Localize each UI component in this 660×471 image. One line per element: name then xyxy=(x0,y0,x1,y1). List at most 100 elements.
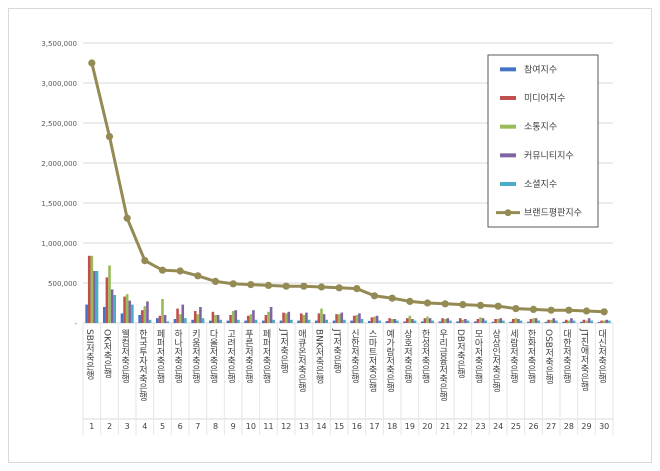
bar-소셜지수 xyxy=(519,320,523,323)
bar-커뮤니티지수 xyxy=(128,300,132,323)
x-category-label: 상호저축은행 xyxy=(402,329,412,383)
bar-소통지수 xyxy=(514,318,518,323)
bar-미디어지수 xyxy=(564,319,568,323)
x-rank-label: 5 xyxy=(160,422,165,431)
x-category-label: 페퍼저축은행 xyxy=(155,329,165,383)
bar-참여지수 xyxy=(456,321,459,323)
x-rank-label: 24 xyxy=(493,422,503,431)
x-rank-label: 29 xyxy=(581,422,591,431)
bar-소통지수 xyxy=(390,319,394,323)
bar-참여지수 xyxy=(438,321,442,323)
bar-소셜지수 xyxy=(166,321,169,323)
y-tick-label: 1,500,000 xyxy=(41,200,77,208)
point-브랜드평판지수 xyxy=(229,280,237,288)
bar-참여지수 xyxy=(85,304,88,323)
x-rank-label: 23 xyxy=(475,422,485,431)
legend-swatch-참여지수 xyxy=(500,67,516,72)
chart-frame: - 500,000 1,000,000 1,500,000 2,000,000 2,500… xyxy=(8,8,652,463)
bar-소통지수 xyxy=(426,316,429,323)
bar-소셜지수 xyxy=(290,319,293,323)
x-rank-label: 8 xyxy=(213,422,218,431)
bar-커뮤니티지수 xyxy=(358,313,361,323)
x-rank-label: 6 xyxy=(178,422,183,431)
legend-swatch-미디어지수 xyxy=(500,96,516,100)
bar-참여지수 xyxy=(156,318,159,323)
x-category-label: 예가람저축은행 xyxy=(384,329,394,392)
bar-미디어지수 xyxy=(582,319,586,323)
bar-미디어지수 xyxy=(87,255,91,323)
x-rank-label: 17 xyxy=(369,422,379,431)
bar-소셜지수 xyxy=(343,319,346,323)
bar-소통지수 xyxy=(479,317,482,323)
bar-소셜지수 xyxy=(219,319,222,323)
bar-미디어지수 xyxy=(441,318,444,323)
legend-label: 미디어지수 xyxy=(524,93,565,104)
bar-미디어지수 xyxy=(494,319,497,323)
y-tick-label: 3,500,000 xyxy=(41,40,77,48)
point-브랜드평판지수 xyxy=(441,300,449,308)
point-브랜드평판지수 xyxy=(476,301,485,309)
x-rank-label: 1 xyxy=(89,422,94,431)
bar-소통지수 xyxy=(355,315,359,323)
bar-미디어지수 xyxy=(405,318,409,323)
point-브랜드평판지수 xyxy=(264,281,273,289)
bar-소셜지수 xyxy=(237,319,240,323)
x-category-label: SBI저축은행 xyxy=(84,329,94,380)
point-브랜드평판지수 xyxy=(512,305,520,313)
bar-소통지수 xyxy=(461,319,465,323)
bar-소셜지수 xyxy=(307,319,311,323)
bar-커뮤니티지수 xyxy=(375,315,379,323)
x-rank-label: 4 xyxy=(142,422,147,431)
x-rank-label: 20 xyxy=(422,422,432,431)
x-rank-label: 14 xyxy=(316,422,326,431)
y-tick-label: 500,000 xyxy=(48,280,77,288)
x-rank-label: 21 xyxy=(440,422,450,431)
bar-참여지수 xyxy=(315,320,318,323)
bar-미디어지수 xyxy=(246,315,250,323)
x-rank-label: 30 xyxy=(599,422,609,431)
bar-참여지수 xyxy=(226,320,230,323)
bar-미디어지수 xyxy=(229,315,232,323)
bar-소셜지수 xyxy=(184,318,187,323)
point-브랜드평판지수 xyxy=(141,257,149,265)
point-브랜드평판지수 xyxy=(194,272,202,280)
bar-소셜지수 xyxy=(325,319,328,323)
x-rank-label: 9 xyxy=(231,422,236,431)
x-category-label: 하나저축은행 xyxy=(172,329,182,383)
bar-커뮤니티지수 xyxy=(464,319,467,323)
bar-소셜지수 xyxy=(360,319,364,323)
x-rank-label: 13 xyxy=(299,422,309,431)
bar-커뮤니티지수 xyxy=(234,310,238,323)
x-category-label: 다올저축은행 xyxy=(208,329,218,383)
bar-커뮤니티지수 xyxy=(499,318,503,323)
bar-소통지수 xyxy=(373,316,376,323)
legend-swatch-소셜지수 xyxy=(500,182,516,186)
bar-소통지수 xyxy=(602,320,606,323)
bar-참여지수 xyxy=(209,320,212,323)
bar-참여지수 xyxy=(350,320,353,323)
x-category-label: 상상인저축은행 xyxy=(490,329,500,392)
point-브랜드평판지수 xyxy=(370,292,379,300)
bar-소셜지수 xyxy=(148,319,152,323)
bar-미디어지수 xyxy=(140,310,144,323)
x-category-label: JT친애저축은행 xyxy=(579,328,589,391)
x-category-label: 세람저축은행 xyxy=(508,329,518,383)
bar-미디어지수 xyxy=(388,318,391,323)
point-브랜드평판지수 xyxy=(582,307,591,315)
x-rank-label: 15 xyxy=(334,422,344,431)
bar-소통지수 xyxy=(549,319,553,323)
bar-커뮤니티지수 xyxy=(322,314,326,323)
x-category-label: OSB저축은행 xyxy=(543,329,553,384)
x-rank-label: 16 xyxy=(352,422,362,431)
y-tick-label: 1,000,000 xyxy=(41,240,77,248)
bar-소셜지수 xyxy=(608,320,611,323)
point-브랜드평판지수 xyxy=(600,308,608,316)
bar-소통지수 xyxy=(196,314,200,323)
y-tick-label: - xyxy=(74,320,77,328)
legend-label: 소셜지수 xyxy=(524,179,557,190)
bar-소통지수 xyxy=(231,311,235,323)
bar-참여지수 xyxy=(297,320,300,323)
bar-참여지수 xyxy=(562,321,565,323)
x-rank-label: 2 xyxy=(107,422,112,431)
bar-미디어지수 xyxy=(193,311,197,323)
